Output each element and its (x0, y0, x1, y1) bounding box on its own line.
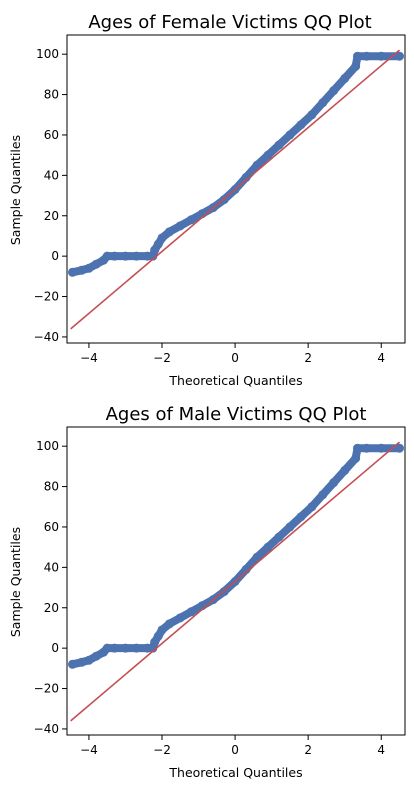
sample-point (274, 532, 284, 542)
sample-point (340, 465, 350, 475)
sample-quantiles-band (68, 444, 404, 669)
y-tick-label: −40 (34, 330, 59, 344)
data-layer (67, 49, 405, 330)
sample-point (352, 51, 362, 61)
sample-point (296, 512, 306, 522)
sample-point (164, 619, 174, 629)
sample-point (77, 657, 87, 667)
reference-line (70, 441, 401, 722)
sample-point (91, 259, 101, 269)
x-tick-label: −4 (80, 743, 98, 757)
sample-point (362, 443, 372, 453)
sample-point (84, 655, 94, 665)
sample-point (241, 564, 251, 574)
x-tick-label: −2 (153, 351, 171, 365)
sample-quantiles-band (68, 52, 404, 277)
sample-point (395, 443, 405, 453)
sample-point (318, 490, 328, 500)
chart-female: Ages of Female Victims QQ Plot −4 −2 0 2 4−4… (8, 12, 406, 388)
axes-frame (66, 34, 406, 344)
sample-point (102, 643, 112, 653)
sample-point (285, 130, 295, 140)
sample-point (285, 522, 295, 532)
y-tick-label: 0 (51, 641, 59, 655)
x-tick-label: 0 (231, 743, 239, 757)
sample-point (131, 643, 141, 653)
x-tick-label: 2 (304, 743, 312, 757)
y-tick-label: 100 (36, 439, 59, 453)
sample-point (351, 61, 361, 71)
y-tick-label: 40 (44, 168, 59, 182)
sample-point (351, 453, 361, 463)
sample-point (120, 251, 130, 261)
sample-point (67, 659, 77, 669)
axes-frame (66, 426, 406, 736)
sample-point (329, 478, 339, 488)
y-tick-label: 0 (51, 249, 59, 263)
x-axis-label: Theoretical Quantiles (168, 373, 302, 388)
x-axis-label: Theoretical Quantiles (168, 765, 302, 780)
chart-title: Ages of Male Victims QQ Plot (106, 404, 367, 425)
data-layer (67, 441, 405, 722)
sample-point (91, 651, 101, 661)
sample-point (362, 51, 372, 61)
sample-point (175, 613, 185, 623)
chart-title: Ages of Female Victims QQ Plot (88, 12, 371, 33)
x-tick-label: 4 (377, 351, 385, 365)
y-tick-label: −20 (34, 682, 59, 696)
sample-point (352, 443, 362, 453)
y-axis-label: Sample Quantiles (8, 527, 23, 637)
y-tick-label: −20 (34, 290, 59, 304)
sample-point (252, 552, 262, 562)
y-tick-label: 20 (44, 601, 59, 615)
x-tick-label: 2 (304, 351, 312, 365)
sample-point (296, 120, 306, 130)
y-tick-label: 20 (44, 209, 59, 223)
y-tick-label: 40 (44, 560, 59, 574)
sample-point (263, 542, 273, 552)
x-tick-label: 0 (231, 351, 239, 365)
sample-point (110, 643, 120, 653)
sample-point (77, 265, 87, 275)
y-tick-label: 60 (44, 128, 59, 142)
sample-point (157, 233, 167, 243)
sample-point (120, 643, 130, 653)
sample-point (376, 51, 386, 61)
sample-point (84, 263, 94, 273)
y-tick-label: 80 (44, 88, 59, 102)
sample-point (164, 227, 174, 237)
y-tick-label: 80 (44, 480, 59, 494)
x-tick-label: 4 (377, 743, 385, 757)
sample-point (395, 51, 405, 61)
sample-point (274, 140, 284, 150)
sample-point (110, 251, 120, 261)
sample-point (186, 607, 196, 617)
sample-point (157, 625, 167, 635)
reference-line (70, 49, 401, 330)
sample-point (307, 110, 317, 120)
sample-point (340, 73, 350, 83)
x-tick-label: −2 (153, 743, 171, 757)
x-tick-label: −4 (80, 351, 98, 365)
y-tick-label: −40 (34, 722, 59, 736)
sample-point (329, 86, 339, 96)
chart-male: Ages of Male Victims QQ Plot −4 −2 0 2 4−40−… (8, 404, 406, 780)
sample-point (241, 172, 251, 182)
sample-point (67, 267, 77, 277)
sample-point (318, 98, 328, 108)
sample-point (376, 443, 386, 453)
sample-point (102, 251, 112, 261)
y-tick-label: 60 (44, 520, 59, 534)
sample-point (186, 215, 196, 225)
sample-point (131, 251, 141, 261)
y-tick-label: 100 (36, 47, 59, 61)
sample-point (263, 150, 273, 160)
sample-point (175, 221, 185, 231)
y-axis-label: Sample Quantiles (8, 135, 23, 245)
sample-point (252, 160, 262, 170)
sample-point (307, 502, 317, 512)
